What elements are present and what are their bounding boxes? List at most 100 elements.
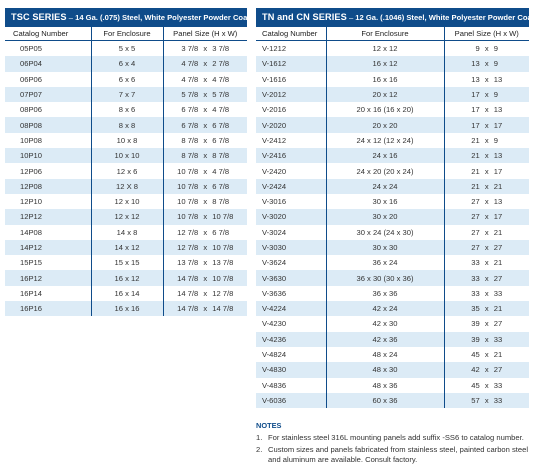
size-separator: x — [484, 151, 489, 161]
panel-width: 17 — [493, 120, 503, 130]
size-separator: x — [203, 304, 208, 314]
tn-cn-series-table: Catalog Number For Enclosure Panel Size … — [256, 27, 529, 409]
enclosure-size-cell: 12 X 8 — [90, 178, 163, 194]
size-separator: x — [203, 44, 208, 54]
table-row: V-4224 42 x 24 35 x 21 — [256, 301, 529, 317]
note-item: 2. Custom sizes and panels fabricated fr… — [256, 445, 531, 466]
panel-width: 13 — [493, 105, 503, 115]
size-separator: x — [484, 304, 489, 314]
panel-height: 21 — [471, 151, 480, 161]
panel-width: 12 7/8 — [212, 288, 234, 298]
panel-size-cell: 27 x 17 — [443, 209, 529, 225]
panel-size-cell: 8 7/8 x 6 7/8 — [162, 132, 247, 149]
catalog-number-cell: 16P16 — [5, 301, 91, 317]
table-row: 06P06 6 x 6 4 7/8 x 4 7/8 — [5, 71, 247, 87]
col-header-enclosure: For Enclosure — [90, 27, 163, 41]
panel-width: 8 7/8 — [212, 197, 230, 207]
enclosure-size-cell: 30 x 30 — [325, 239, 444, 256]
panel-width: 13 — [493, 151, 503, 161]
catalog-number-cell: V-6036 — [256, 392, 326, 409]
panel-height: 21 — [471, 181, 480, 191]
catalog-number-cell: V-4824 — [262, 350, 287, 360]
panel-width: 27 — [493, 243, 503, 252]
enclosure-size-cell: 10 x 10 — [90, 148, 163, 164]
panel-width: 17 — [493, 212, 503, 222]
table-row: 07P07 7 x 7 5 7/8 x 5 7/8 — [5, 86, 247, 103]
enclosure-size-cell: 20 x 20 — [325, 117, 444, 133]
panel-size-cell: 27 x 27 — [443, 239, 529, 256]
catalog-number-cell: 10P08 — [20, 135, 42, 145]
table-row: V-1616 16 x 16 13 x 13 — [256, 71, 529, 87]
enclosure-size-cell: 42 x 36 — [325, 331, 444, 347]
table-row: V-4230 42 x 30 39 x 27 — [256, 316, 529, 332]
panel-height: 13 — [471, 59, 480, 69]
catalog-number-cell: V-2412 — [262, 135, 287, 145]
panel-size-cell: 5 7/8 x 5 7/8 — [162, 86, 247, 103]
panel-width: 2 7/8 — [212, 59, 230, 69]
panel-width: 21 — [493, 350, 503, 360]
panel-height: 3 7/8 — [181, 44, 199, 54]
size-separator: x — [484, 59, 489, 69]
enclosure-size-cell: 24 x 20 (20 x 24) — [325, 163, 444, 179]
table-row: 12P10 12 x 10 10 7/8 x 8 7/8 — [5, 193, 247, 210]
size-separator: x — [203, 151, 208, 161]
catalog-number-cell: V-4224 — [256, 301, 326, 317]
catalog-number-cell: V-4830 — [256, 362, 326, 378]
size-separator: x — [203, 181, 208, 191]
enclosure-size-cell: 48 x 24 — [325, 346, 444, 363]
enclosure-size-cell: 30 x 20 — [325, 209, 444, 225]
panel-width: 33 — [493, 288, 503, 298]
table-row: V-1612 16 x 12 13 x 9 — [256, 56, 529, 72]
enclosure-size-cell: 24 x 24 — [325, 178, 444, 194]
panel-size-cell: 42 x 27 — [443, 362, 529, 378]
size-separator: x — [484, 135, 489, 145]
panel-width: 21 — [493, 181, 503, 191]
col-header-catalog: Catalog Number — [256, 27, 326, 41]
panel-width: 21 — [493, 304, 503, 314]
panel-size-cell: 33 x 33 — [443, 285, 529, 302]
tsc-series-table: Catalog Number For Enclosure Panel Size … — [5, 27, 247, 317]
enclosure-size-cell: 16 x 12 — [90, 270, 163, 286]
enclosure-size-cell: 6 x 6 — [90, 71, 163, 87]
size-separator: x — [484, 120, 489, 130]
size-separator: x — [484, 288, 489, 298]
panel-height: 27 — [471, 197, 480, 207]
panel-height: 33 — [471, 288, 480, 298]
panel-size-cell: 14 7/8 x 14 7/8 — [162, 301, 247, 317]
table-row: V-4824 48 x 24 45 x 21 — [256, 346, 529, 363]
catalog-number-cell: V-3020 — [256, 209, 326, 225]
panel-height: 33 — [471, 258, 480, 268]
tn-cn-series-header: TN and CN SERIES – 12 Ga. (.1046) Steel,… — [256, 8, 529, 27]
size-separator: x — [203, 166, 208, 176]
enclosure-size-cell: 16 x 16 — [90, 301, 163, 317]
table-row: V-4836 48 x 36 45 x 33 — [256, 377, 529, 393]
panel-size-cell: 13 7/8 x 13 7/8 — [162, 255, 247, 271]
enclosure-size-cell: 10 x 8 — [90, 132, 163, 149]
panel-width: 9 — [493, 44, 498, 54]
note-text: For stainless steel 316L mounting panels… — [268, 433, 524, 442]
panel-width: 6 7/8 — [212, 227, 230, 237]
panel-height: 21 — [471, 166, 480, 176]
panel-size-cell: 13 x 13 — [443, 71, 529, 87]
series-name: TSC SERIES — [11, 12, 67, 22]
table-row: V-6036 60 x 36 57 x 33 — [256, 392, 529, 409]
tn-cn-series-table-panel: TN and CN SERIES – 12 Ga. (.1046) Steel,… — [256, 8, 529, 409]
catalog-number-cell: 14P08 — [20, 227, 42, 237]
panel-height: 4 7/8 — [181, 74, 199, 84]
table-row: 10P08 10 x 8 8 7/8 x 6 7/8 — [5, 132, 247, 149]
panel-width: 13 — [493, 197, 503, 207]
size-separator: x — [484, 319, 489, 329]
catalog-number-cell: V-2012 — [256, 86, 326, 103]
panel-width: 4 7/8 — [212, 105, 230, 115]
panel-height: 12 7/8 — [177, 227, 199, 237]
panel-height: 17 — [471, 105, 480, 115]
panel-size-cell: 33 x 21 — [443, 255, 529, 271]
table-row: 16P16 16 x 16 14 7/8 x 14 7/8 — [5, 301, 247, 317]
panel-height: 14 7/8 — [177, 273, 199, 283]
panel-height: 12 7/8 — [177, 243, 199, 252]
enclosure-size-cell: 12 x 10 — [90, 193, 163, 210]
enclosure-size-cell: 48 x 30 — [325, 362, 444, 378]
panel-height: 21 — [471, 135, 480, 145]
size-separator: x — [484, 365, 489, 375]
